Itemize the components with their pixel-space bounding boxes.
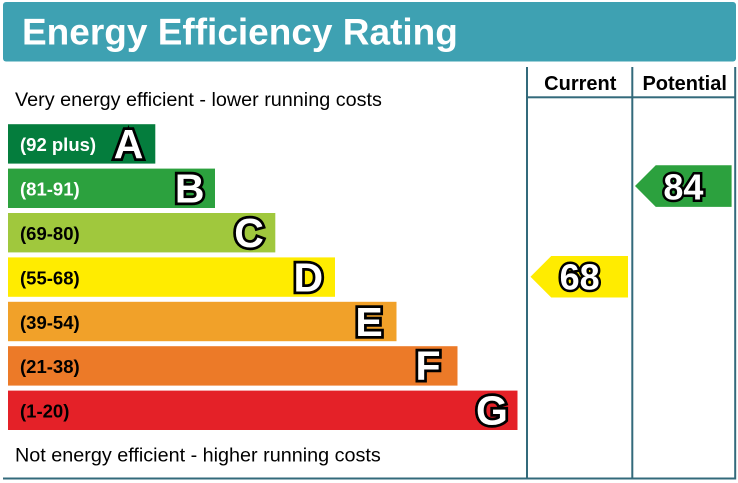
svg-text:Very energy efficient - lower: Very energy efficient - lower running co… <box>15 89 382 111</box>
svg-text:(92 plus): (92 plus) <box>20 134 96 155</box>
svg-text:D: D <box>293 254 323 300</box>
svg-text:(1-20): (1-20) <box>20 401 69 422</box>
svg-text:(55-68): (55-68) <box>20 267 80 288</box>
svg-text:F: F <box>415 343 440 389</box>
svg-text:(69-80): (69-80) <box>20 223 80 244</box>
svg-text:Not energy efficient - higher: Not energy efficient - higher running co… <box>15 445 381 467</box>
svg-text:(21-38): (21-38) <box>20 356 80 377</box>
svg-text:68: 68 <box>560 257 600 298</box>
svg-text:A: A <box>114 121 144 167</box>
svg-text:Current: Current <box>544 73 617 95</box>
svg-text:B: B <box>175 166 205 212</box>
svg-text:C: C <box>234 210 264 256</box>
svg-text:G: G <box>476 388 508 434</box>
svg-text:Potential: Potential <box>642 73 726 95</box>
svg-text:E: E <box>355 299 382 345</box>
svg-text:(39-54): (39-54) <box>20 312 80 333</box>
svg-text:(81-91): (81-91) <box>20 179 80 200</box>
svg-text:Energy Efficiency Rating: Energy Efficiency Rating <box>22 12 458 53</box>
svg-text:84: 84 <box>663 166 703 207</box>
